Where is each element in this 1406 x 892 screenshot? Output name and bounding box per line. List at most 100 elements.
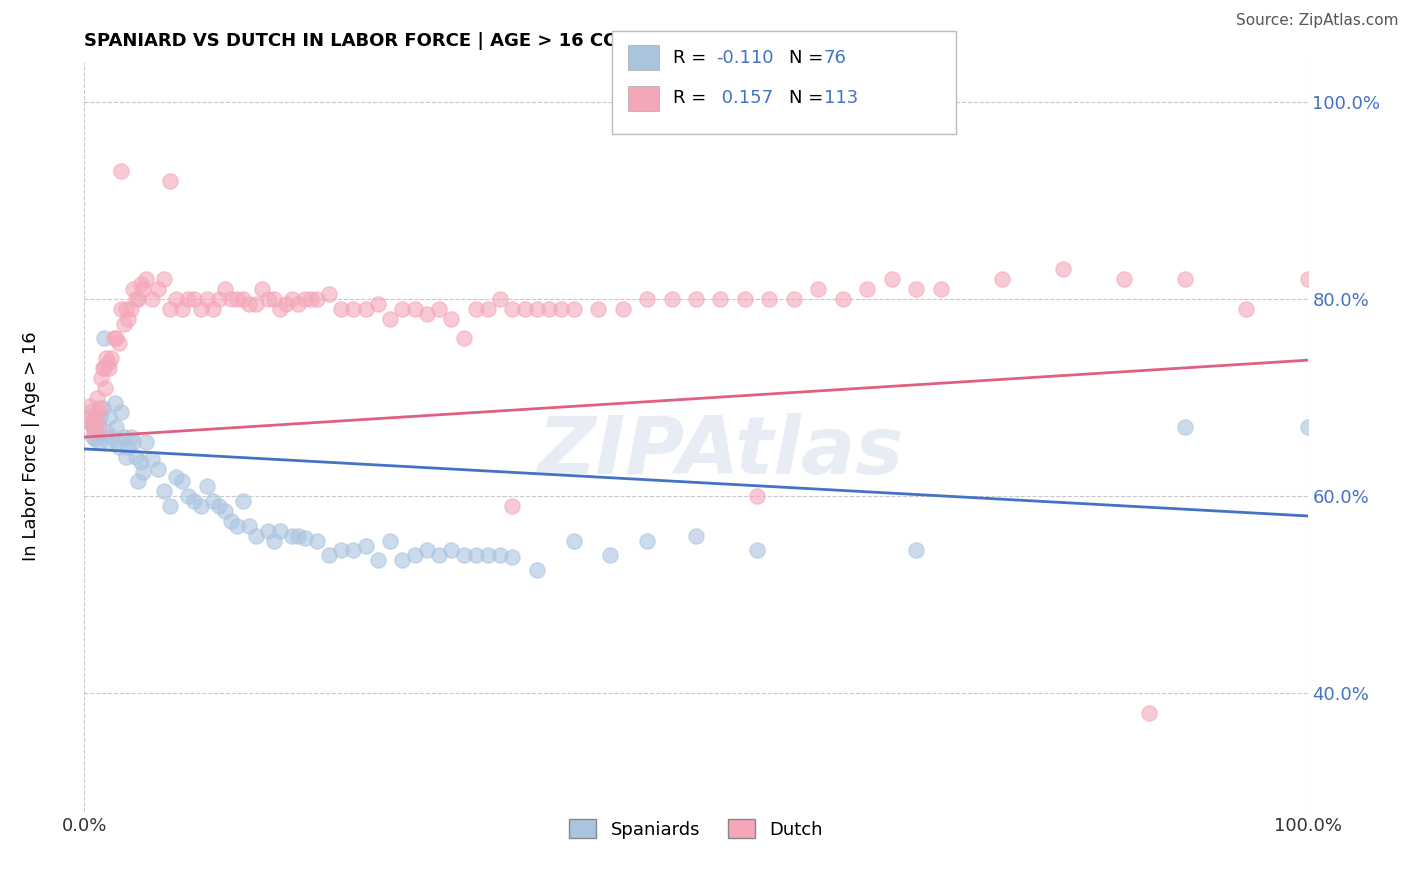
Point [84, 410, 107, 425]
Point [195, 292, 218, 306]
Point [238, 297, 260, 311]
Point [125, 450, 148, 464]
Point [263, 533, 285, 548]
Point [89, 410, 111, 425]
Point [94, 381, 117, 395]
Point [107, 336, 129, 351]
Point [80, 415, 103, 429]
Point [612, 301, 634, 316]
Point [93, 331, 115, 345]
Point [380, 311, 402, 326]
Point [82, 420, 104, 434]
Point [83, 425, 105, 439]
Point [122, 435, 145, 450]
Point [427, 301, 450, 316]
Point [758, 292, 780, 306]
Point [330, 301, 353, 316]
Point [354, 301, 377, 316]
Point [117, 311, 139, 326]
Point [305, 533, 328, 548]
Point [129, 455, 152, 469]
Point [281, 292, 304, 306]
Point [263, 292, 285, 306]
Point [489, 292, 512, 306]
Text: R =: R = [673, 49, 713, 67]
Point [77, 410, 100, 425]
Point [232, 494, 254, 508]
Point [127, 292, 149, 306]
Point [367, 553, 389, 567]
Point [79, 405, 101, 419]
Point [97, 410, 120, 425]
Point [905, 282, 928, 296]
Point [599, 549, 621, 563]
Point [453, 331, 475, 345]
Legend: Spaniards, Dutch: Spaniards, Dutch [561, 810, 831, 847]
Point [281, 529, 304, 543]
Point [100, 351, 122, 366]
Point [269, 524, 291, 538]
Point [245, 297, 267, 311]
Point [97, 356, 120, 370]
Point [538, 301, 561, 316]
Point [416, 543, 439, 558]
Point [1236, 301, 1258, 316]
Point [550, 301, 572, 316]
Point [117, 440, 139, 454]
Point [165, 292, 187, 306]
Point [502, 550, 524, 565]
Point [562, 533, 585, 548]
Point [100, 430, 122, 444]
Point [1174, 420, 1197, 434]
Point [250, 282, 273, 296]
Text: In Labor Force | Age > 16: In Labor Force | Age > 16 [22, 331, 39, 561]
Point [172, 301, 194, 316]
Point [226, 292, 249, 306]
Point [709, 292, 731, 306]
Point [214, 282, 236, 296]
Point [391, 301, 413, 316]
Point [110, 164, 132, 178]
Point [232, 292, 254, 306]
Point [84, 432, 107, 446]
Point [97, 435, 120, 450]
Point [367, 297, 389, 311]
Point [905, 543, 928, 558]
Point [464, 301, 486, 316]
Point [105, 420, 128, 434]
Text: SPANIARD VS DUTCH IN LABOR FORCE | AGE > 16 CORRELATION CHART: SPANIARD VS DUTCH IN LABOR FORCE | AGE >… [84, 32, 806, 50]
Point [89, 401, 111, 415]
Point [86, 415, 108, 429]
Point [330, 543, 353, 558]
Point [257, 292, 280, 306]
Text: ZIPAtlas: ZIPAtlas [537, 413, 904, 491]
Point [87, 425, 110, 439]
Point [783, 292, 806, 306]
Text: 113: 113 [824, 89, 858, 107]
Point [502, 499, 524, 513]
Point [219, 292, 242, 306]
Point [165, 469, 187, 483]
Point [294, 531, 316, 545]
Point [86, 391, 108, 405]
Point [91, 401, 114, 415]
Point [734, 292, 756, 306]
Text: Source: ZipAtlas.com: Source: ZipAtlas.com [1236, 13, 1399, 29]
Point [107, 440, 129, 454]
Point [105, 435, 128, 450]
Point [1052, 262, 1074, 277]
Point [120, 301, 142, 316]
Point [105, 331, 128, 345]
Point [159, 301, 181, 316]
Point [93, 361, 115, 376]
Point [141, 451, 163, 466]
Point [661, 292, 683, 306]
Point [141, 292, 163, 306]
Point [80, 418, 103, 433]
Point [214, 504, 236, 518]
Point [208, 499, 231, 513]
Point [1296, 420, 1319, 434]
Point [856, 282, 879, 296]
Point [172, 475, 194, 489]
Point [135, 435, 157, 450]
